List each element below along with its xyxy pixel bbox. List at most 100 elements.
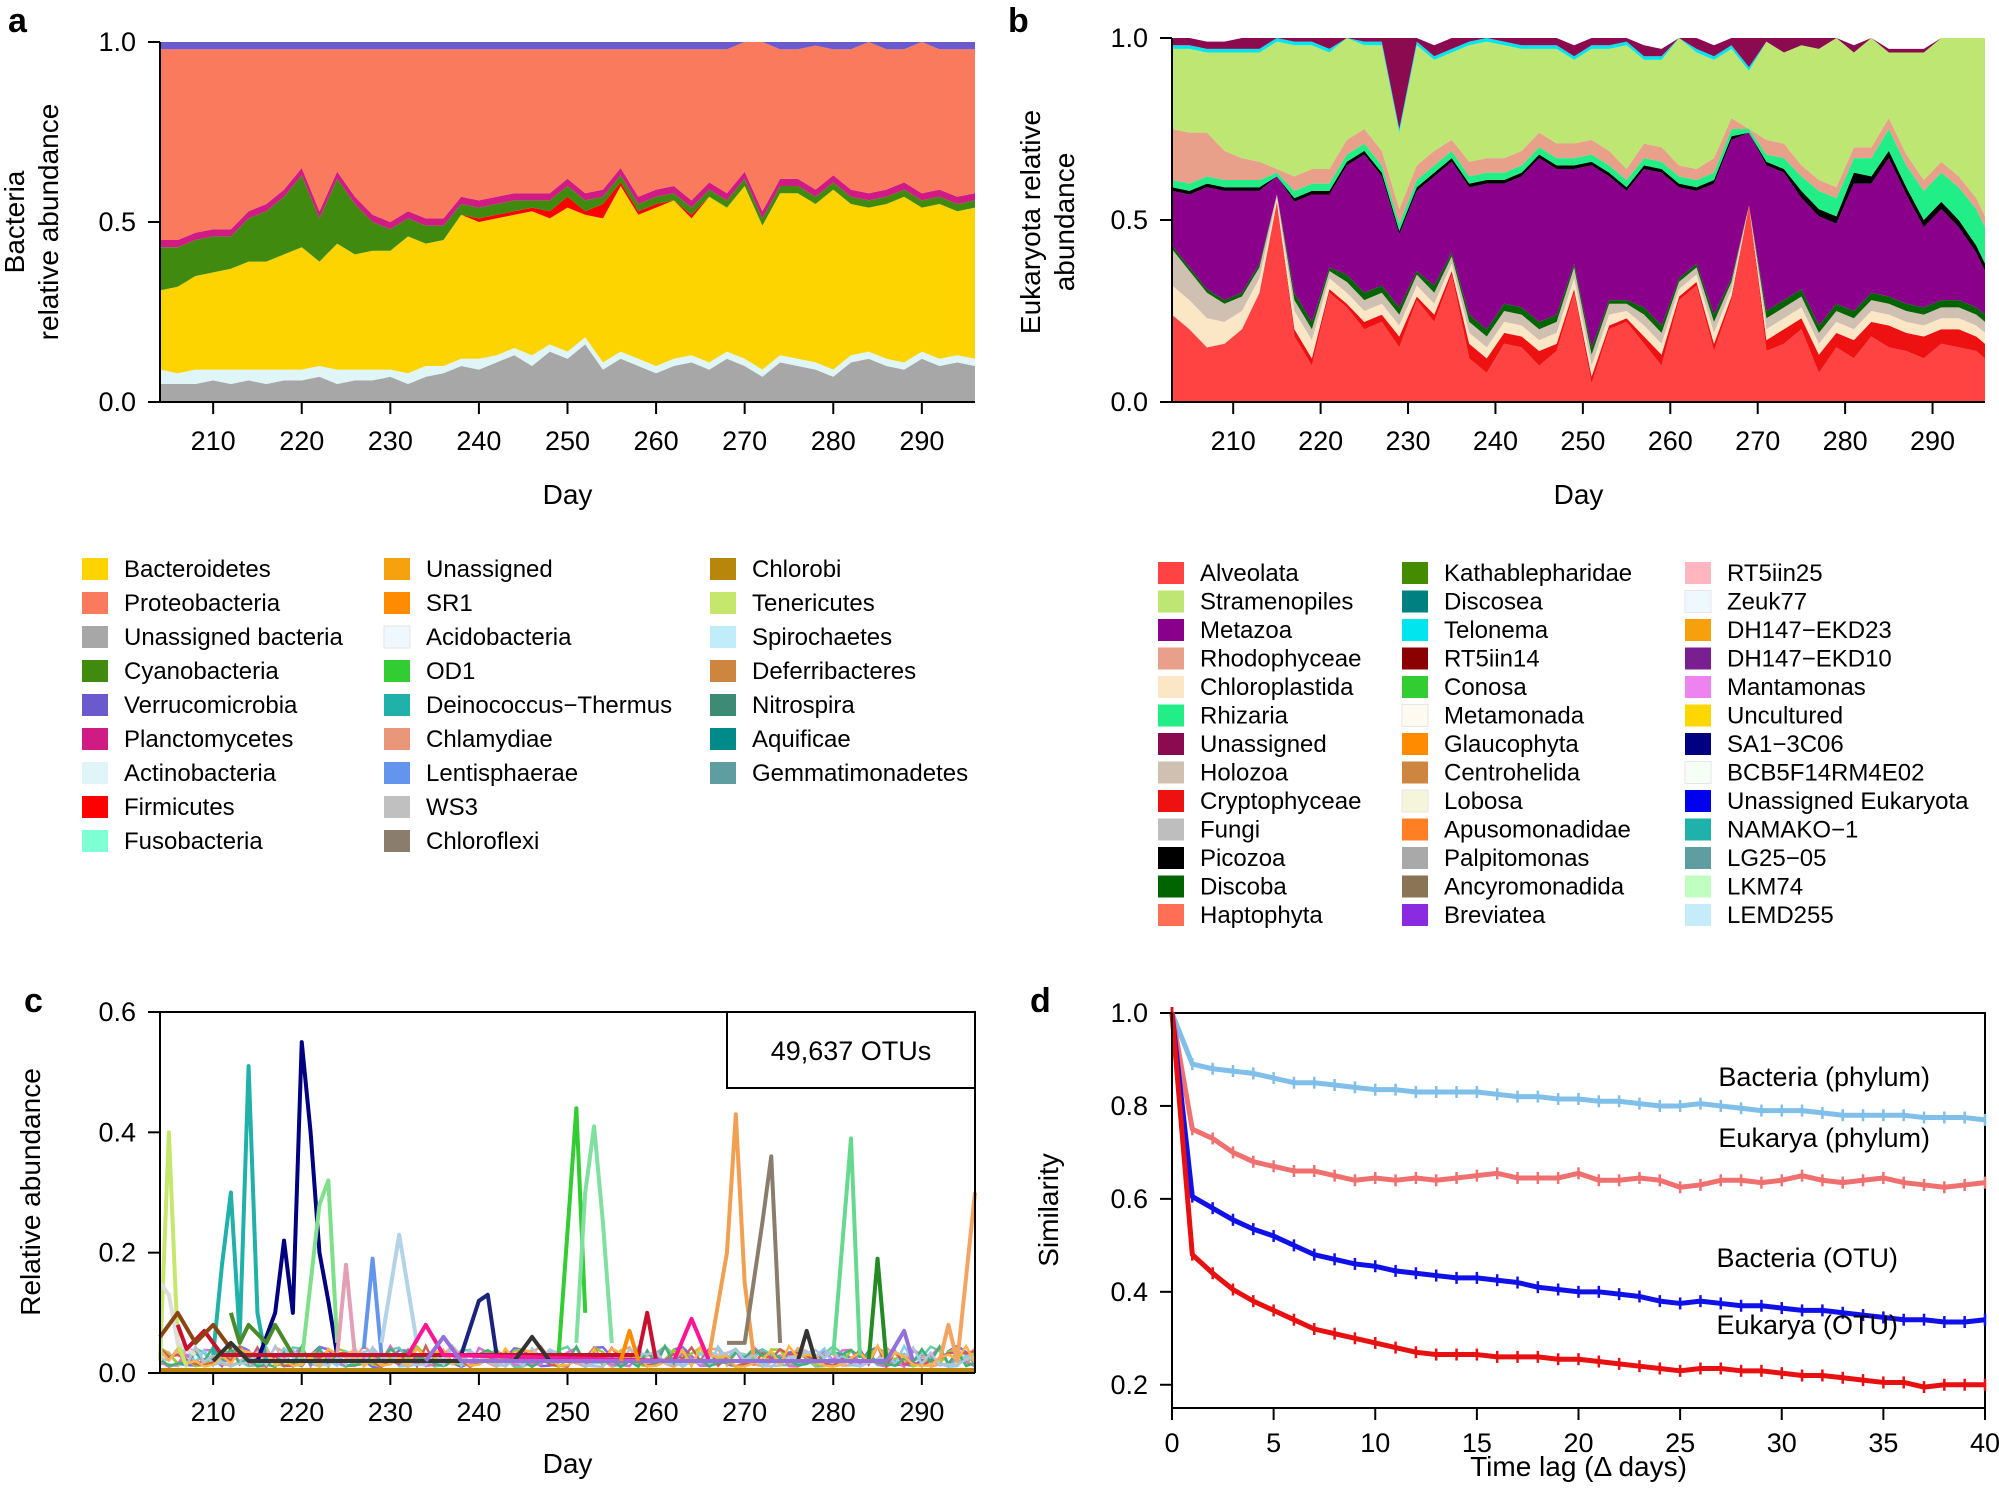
legend-swatch-fungi bbox=[1158, 818, 1184, 841]
legend-swatch-cryptophyceae bbox=[1158, 790, 1184, 812]
legend-label-verrucomicrobia: Verrucomicrobia bbox=[124, 692, 298, 719]
otu-series-line bbox=[228, 1312, 295, 1356]
legend-swatch-chloroflexi bbox=[384, 830, 410, 852]
legend-swatch-unassigned bbox=[384, 558, 410, 580]
legend-swatch-rhizaria bbox=[1158, 704, 1184, 727]
x-tick-label: 5 bbox=[1266, 1428, 1281, 1458]
legend-swatch-acidobacteria bbox=[383, 625, 411, 649]
y-tick-label: 0.6 bbox=[1110, 1184, 1148, 1214]
panel-a-areas bbox=[160, 42, 975, 402]
otu-count-box bbox=[726, 1011, 976, 1089]
x-tick-label: 220 bbox=[279, 426, 324, 456]
area-telonema bbox=[1172, 38, 1985, 133]
legend-label-tenericutes: Tenericutes bbox=[752, 590, 875, 617]
legend-label-cyanobacteria: Cyanobacteria bbox=[124, 658, 279, 685]
x-tick-label: 260 bbox=[634, 426, 679, 456]
legend-swatch-planctomycetes bbox=[82, 728, 108, 750]
otu-noise-line bbox=[159, 1344, 976, 1369]
legend-swatch-kathablepharidae bbox=[1402, 562, 1428, 584]
area-planctomycetes bbox=[160, 168, 975, 248]
legend-swatch-bacteroidetes bbox=[82, 558, 108, 580]
legend-label-proteobacteria: Proteobacteria bbox=[124, 590, 281, 617]
panel-label-a: a bbox=[8, 2, 28, 40]
legend-swatch-conosa bbox=[1402, 676, 1428, 698]
legend-swatch-palpitomonas bbox=[1402, 847, 1428, 869]
legend-swatch-actinobacteria bbox=[82, 762, 108, 784]
legend-swatch-picozoa bbox=[1158, 847, 1184, 869]
legend-label-planctomycetes: Planctomycetes bbox=[124, 726, 293, 753]
legend-label-sr1: SR1 bbox=[426, 590, 473, 617]
legend-label-bacteroidetes: Bacteroidetes bbox=[124, 556, 271, 583]
legend-swatch-uncultured bbox=[1685, 704, 1711, 727]
legend-swatch-sr1 bbox=[384, 592, 410, 614]
area-unassigned bbox=[1172, 38, 1985, 129]
legend-label-haptophyta: Haptophyta bbox=[1200, 902, 1323, 929]
series-label-eukarya-phylum: Eukarya (phylum) bbox=[1718, 1123, 1930, 1153]
x-tick-label: 260 bbox=[1648, 426, 1693, 456]
legend-swatch-od1 bbox=[384, 660, 410, 682]
legend-label-zeuk77: Zeuk77 bbox=[1727, 589, 1807, 616]
legend-label-chloroflexi: Chloroflexi bbox=[426, 828, 539, 855]
legend-swatch-centrohelida bbox=[1402, 761, 1428, 784]
otu-series-line bbox=[937, 1192, 977, 1363]
legend-label-rt5iin25: RT5iin25 bbox=[1727, 560, 1823, 587]
area-stramenopiles bbox=[1172, 38, 1985, 217]
legend-label-stramenopiles: Stramenopiles bbox=[1200, 589, 1353, 616]
legend-swatch-rt5iin14 bbox=[1402, 647, 1428, 670]
area-holozoa bbox=[1172, 194, 1985, 366]
x-tick-label: 270 bbox=[722, 426, 767, 456]
series-label-bacteria-otu: Bacteria (OTU) bbox=[1716, 1243, 1898, 1273]
y-tick-label: 0.0 bbox=[1110, 387, 1148, 417]
legend-label-uncultured: Uncultured bbox=[1727, 703, 1843, 730]
y-tick-label: 1.0 bbox=[1110, 23, 1148, 53]
y-axis-label: Similarity bbox=[1033, 1153, 1064, 1267]
area-firmicutes bbox=[160, 182, 975, 291]
legend-label-deinococcus-thermus: Deinococcus−Thermus bbox=[426, 692, 672, 719]
legend-label-holozoa: Holozoa bbox=[1200, 760, 1289, 787]
legend-swatch-lkm74 bbox=[1685, 875, 1711, 898]
legend-swatch-dh147-ekd23 bbox=[1685, 619, 1711, 641]
otu-series-line bbox=[158, 1310, 233, 1351]
legend-label-glaucophyta: Glaucophyta bbox=[1444, 731, 1579, 758]
legend-label-palpitomonas: Palpitomonas bbox=[1444, 845, 1589, 872]
legend-swatch-deinococcus-thermus bbox=[384, 694, 410, 716]
legend-swatch-mantamonas bbox=[1685, 676, 1711, 698]
legend-swatch-discosea bbox=[1402, 590, 1428, 613]
area-proteobacteria bbox=[160, 42, 975, 240]
otu-series-line bbox=[211, 1328, 818, 1363]
legend-label-lg25-05: LG25−05 bbox=[1727, 845, 1826, 872]
legend-label-nitrospira: Nitrospira bbox=[752, 692, 855, 719]
y-tick-label: 0.5 bbox=[98, 207, 136, 237]
legend-swatch-unassigned-eukaryota bbox=[1685, 790, 1711, 812]
x-tick-label: 240 bbox=[1473, 426, 1518, 456]
legend-swatch-cyanobacteria bbox=[82, 660, 108, 682]
legend-swatch-telonema bbox=[1402, 619, 1428, 641]
otu-series-line bbox=[158, 1130, 189, 1368]
legend-label-lentisphaerae: Lentisphaerae bbox=[426, 760, 578, 787]
legend-a: Bacteroidetes Proteobacteria Unassigned ba… bbox=[82, 556, 968, 855]
x-axis-label: Day bbox=[1554, 479, 1604, 510]
legend-label-discoba: Discoba bbox=[1200, 874, 1287, 901]
legend-swatch-lobosa bbox=[1401, 789, 1429, 813]
panel-d-lines: Bacteria (phylum) Eukarya (phylum) Bacteri… bbox=[1169, 1007, 1987, 1409]
otu-series-line bbox=[459, 1292, 499, 1356]
legend-swatch-aquificae bbox=[710, 728, 736, 750]
otu-series-line bbox=[831, 1136, 862, 1356]
legend-swatch-verrucomicrobia bbox=[82, 694, 108, 716]
y-tick-label: 1.0 bbox=[1110, 998, 1148, 1028]
panel-c-axes: 210 220 230 240 250 260 270 280 290 0.0 0.2 0.4 0.6 D… bbox=[15, 982, 975, 1479]
legend-label-aquificae: Aquificae bbox=[752, 726, 851, 753]
legend-label-unassigned: Unassigned bbox=[426, 556, 553, 583]
legend-label-unassigned-eukaryota: Unassigned Eukaryota bbox=[1727, 788, 1969, 815]
legend-swatch-breviatea bbox=[1402, 904, 1428, 926]
legend-swatch-apusomonadidae bbox=[1402, 818, 1428, 841]
x-tick-label: 260 bbox=[634, 1397, 679, 1427]
legend-swatch-lg25-05 bbox=[1685, 847, 1711, 869]
series-label-eukarya-otu: Eukarya (OTU) bbox=[1716, 1310, 1898, 1340]
x-tick-label: 35 bbox=[1868, 1428, 1898, 1458]
legend-swatch-metamonada bbox=[1401, 704, 1429, 727]
legend-label-conosa: Conosa bbox=[1444, 674, 1527, 701]
y-tick-label: 0.6 bbox=[98, 997, 136, 1027]
legend-b: AlveolataStramenopilesMetazoaRhodophycea… bbox=[1158, 560, 1969, 929]
legend-label-rhizaria: Rhizaria bbox=[1200, 703, 1289, 730]
